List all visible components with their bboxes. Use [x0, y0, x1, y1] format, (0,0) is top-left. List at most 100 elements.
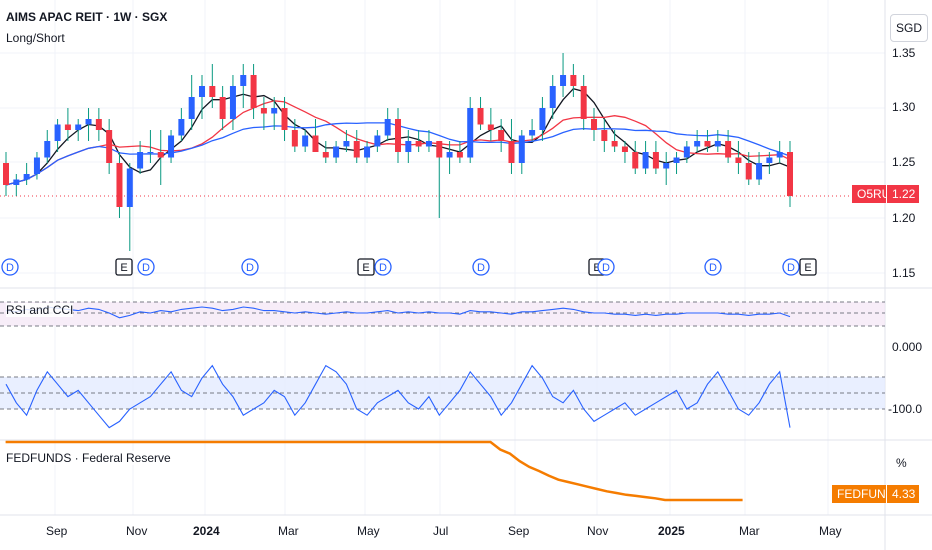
candle-body	[106, 130, 113, 163]
candle-body	[663, 163, 670, 169]
candle-body	[240, 75, 247, 86]
time-tick: Nov	[587, 524, 609, 538]
marker-text: E	[120, 262, 127, 274]
candle-body	[756, 163, 763, 180]
candle-body	[683, 146, 690, 158]
candle-body	[137, 152, 144, 169]
marker-text: D	[602, 262, 610, 274]
candle-body	[580, 86, 587, 119]
candle-body	[621, 146, 628, 152]
candle-body	[229, 86, 236, 119]
candle-body	[75, 124, 82, 130]
symbol-badge: O5RU	[852, 185, 890, 203]
candle-body	[518, 135, 525, 163]
candle-body	[23, 174, 30, 180]
candle-body	[302, 135, 309, 147]
price-tick: 1.30	[892, 100, 916, 114]
marker-text: D	[709, 262, 717, 274]
rsi-cci-label[interactable]: RSI and CCI	[6, 303, 74, 317]
candle-body	[446, 152, 453, 158]
candle-body	[725, 141, 732, 158]
candle-body	[353, 141, 360, 158]
marker-text: D	[379, 262, 387, 274]
candle-body	[642, 152, 649, 169]
candle-body	[364, 146, 371, 158]
candle-body	[415, 141, 422, 147]
candle-body	[735, 157, 742, 163]
candle-body	[477, 108, 484, 125]
candle-body	[694, 141, 701, 147]
candle-body	[126, 168, 133, 207]
candle-body	[529, 130, 536, 136]
candle-body	[611, 141, 618, 147]
candle-body	[498, 130, 505, 141]
dividend-marker	[597, 258, 615, 276]
candle-body	[467, 108, 474, 158]
price-tick: 1.20	[892, 211, 916, 225]
price-tick: 1.35	[892, 46, 916, 60]
dividend-marker	[241, 258, 259, 276]
candle-body	[291, 130, 298, 147]
candle-body	[271, 108, 278, 114]
candle-body	[776, 152, 783, 158]
dividend-marker	[374, 258, 392, 276]
candle-body	[539, 108, 546, 130]
candle-body	[54, 124, 61, 141]
marker-text: D	[142, 262, 150, 274]
cci-tick: 0.000	[892, 340, 923, 354]
candle-body	[250, 75, 257, 108]
candle-body	[673, 157, 680, 163]
dividend-marker	[137, 258, 155, 276]
dividend-marker	[472, 258, 490, 276]
fedfunds-badge: FEDFUNDS	[832, 485, 902, 503]
marker-text: D	[6, 262, 14, 274]
candle-body	[560, 75, 567, 86]
candle-body	[209, 86, 216, 97]
marker-text: D	[477, 262, 485, 274]
candle-body	[425, 141, 432, 147]
candle-body	[64, 124, 71, 130]
candle-body	[384, 119, 391, 136]
earnings-marker	[357, 258, 375, 276]
candle-body	[549, 86, 556, 108]
rsi-line	[5, 306, 791, 319]
candle-body	[456, 152, 463, 158]
candle-body	[333, 146, 340, 158]
candle-body	[395, 119, 401, 152]
candle-body	[343, 141, 350, 147]
candle-body	[178, 119, 185, 136]
time-tick: Mar	[278, 524, 299, 538]
candle-body	[704, 141, 711, 147]
candle-body	[219, 97, 226, 119]
candle-body	[85, 119, 92, 125]
time-tick: 2024	[193, 524, 220, 538]
candle-body	[44, 141, 51, 158]
marker-text: E	[593, 262, 600, 274]
candle-body	[405, 141, 412, 152]
strategy-label: Long/Short	[6, 31, 65, 45]
cci-tick: -100.0	[888, 402, 923, 416]
fedfunds-value-badge: 4.33	[887, 485, 919, 503]
dividend-marker	[1, 258, 19, 276]
candle-body	[281, 108, 288, 130]
candle-body	[787, 152, 793, 196]
candle-body	[570, 75, 577, 86]
earnings-marker	[799, 258, 817, 276]
chart-title: AIMS APAC REIT · 1W · SGX	[6, 10, 168, 24]
candle-body	[199, 86, 205, 97]
candle-body	[322, 152, 329, 158]
candle-body	[508, 141, 515, 163]
fedfunds-label[interactable]: FEDFUNDS · Federal Reserve	[6, 451, 171, 465]
currency-button[interactable]: SGD	[890, 14, 928, 42]
candle-body	[766, 157, 773, 163]
candle-body	[714, 141, 721, 147]
marker-text: D	[246, 262, 254, 274]
candle-body	[487, 124, 494, 130]
time-tick: Sep	[46, 524, 68, 538]
candle-body	[116, 163, 123, 207]
marker-text: E	[804, 262, 811, 274]
candle-body	[632, 152, 639, 169]
time-tick: May	[357, 524, 380, 538]
marker-text: D	[787, 262, 795, 274]
